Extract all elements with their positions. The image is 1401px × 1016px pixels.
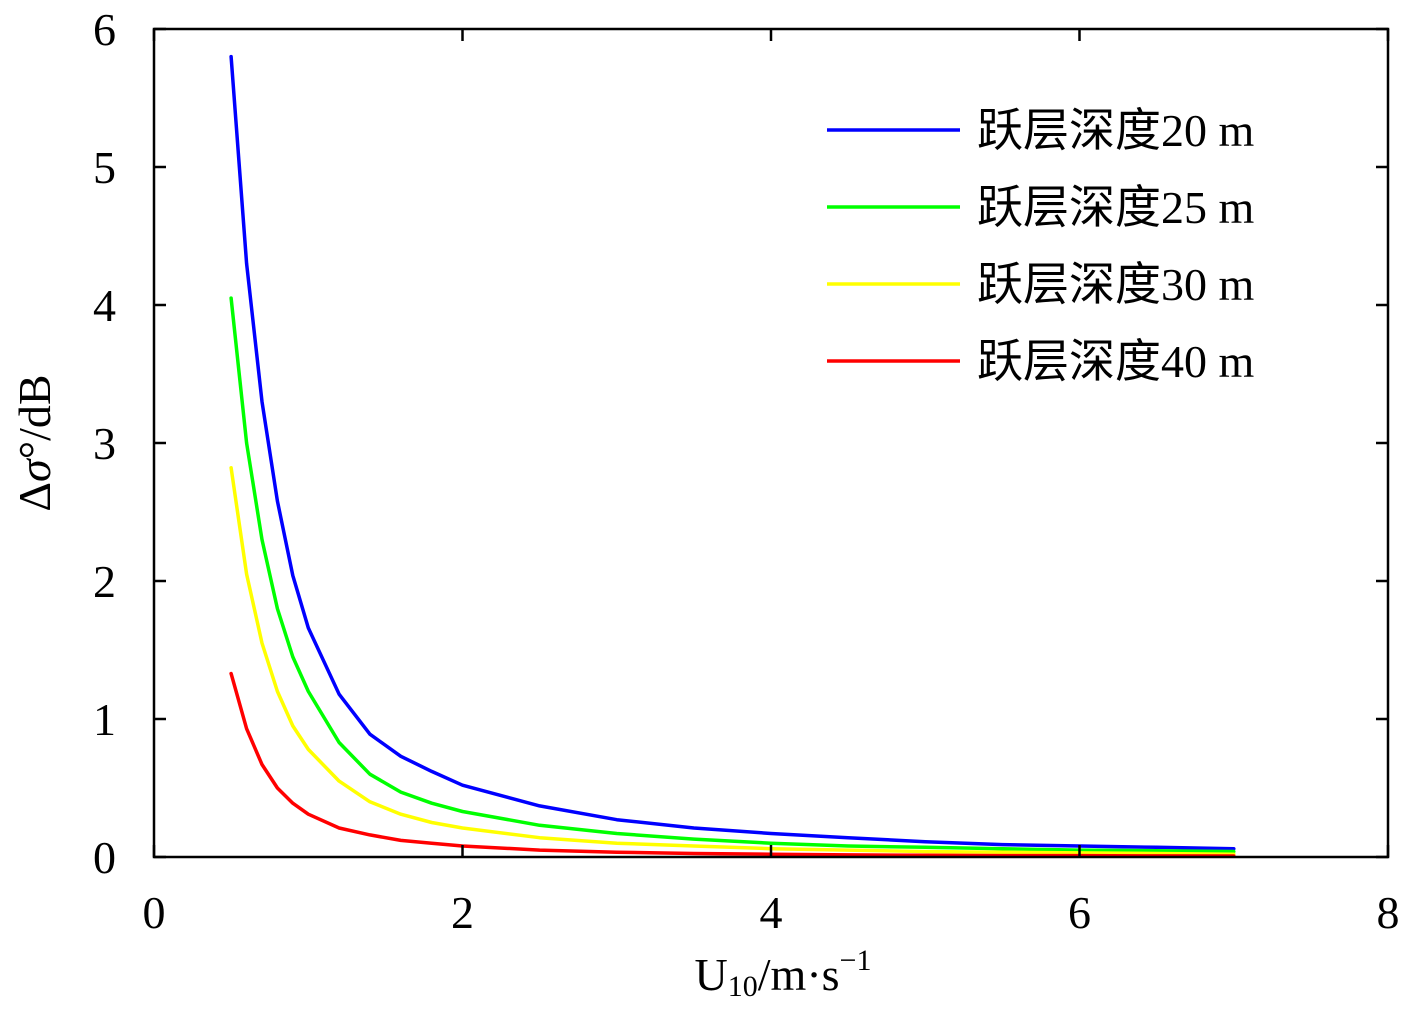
y-axis-label-degree: ° (9, 441, 60, 459)
y-tick-label-0: 0 (93, 832, 116, 883)
x-axis-label: U10/m·s−1 (695, 944, 872, 1003)
x-axis-label-sup: −1 (840, 944, 872, 977)
y-axis-label-sigma: σ (9, 457, 60, 482)
legend-label-4: 跃层深度40 m (977, 336, 1255, 387)
y-tick-label-1: 1 (93, 694, 116, 745)
y-axis-label-unit: /dB (9, 374, 60, 440)
plot-area-frame (152, 27, 1390, 859)
x-tick-label-4: 8 (1377, 887, 1400, 938)
tick-labels-layer: 0 2 4 6 8 0 1 2 3 4 5 6 (93, 4, 1400, 938)
x-tick-label-2: 4 (760, 887, 783, 938)
legend-label-2: 跃层深度25 m (977, 182, 1255, 233)
y-tick-label-5: 5 (93, 142, 116, 193)
y-tick-label-3: 3 (93, 418, 116, 469)
series-layer (229, 54, 1236, 858)
x-axis-label-mid: /m·s (758, 949, 840, 1000)
series-line-4 (229, 671, 1236, 858)
x-tick-label-1: 2 (451, 887, 474, 938)
y-axis-label-delta: Δ (9, 482, 60, 512)
legend-label-3: 跃层深度30 m (977, 259, 1255, 310)
x-axis-label-sub: 10 (728, 970, 758, 1003)
legend: 跃层深度20 m 跃层深度25 m 跃层深度30 m 跃层深度40 m (827, 105, 1255, 387)
y-tick-label-2: 2 (93, 556, 116, 607)
series-line-1 (229, 54, 1236, 851)
series-line-2 (229, 296, 1236, 854)
x-axis-label-base: U (695, 949, 728, 1000)
x-tick-label-3: 6 (1068, 887, 1091, 938)
series-line-3 (229, 466, 1236, 856)
legend-label-1: 跃层深度20 m (977, 105, 1255, 156)
y-tick-label-4: 4 (93, 280, 116, 331)
y-tick-label-6: 6 (93, 4, 116, 55)
x-tick-label-0: 0 (143, 887, 166, 938)
y-axis-label: Δσ°/dB (9, 374, 60, 511)
